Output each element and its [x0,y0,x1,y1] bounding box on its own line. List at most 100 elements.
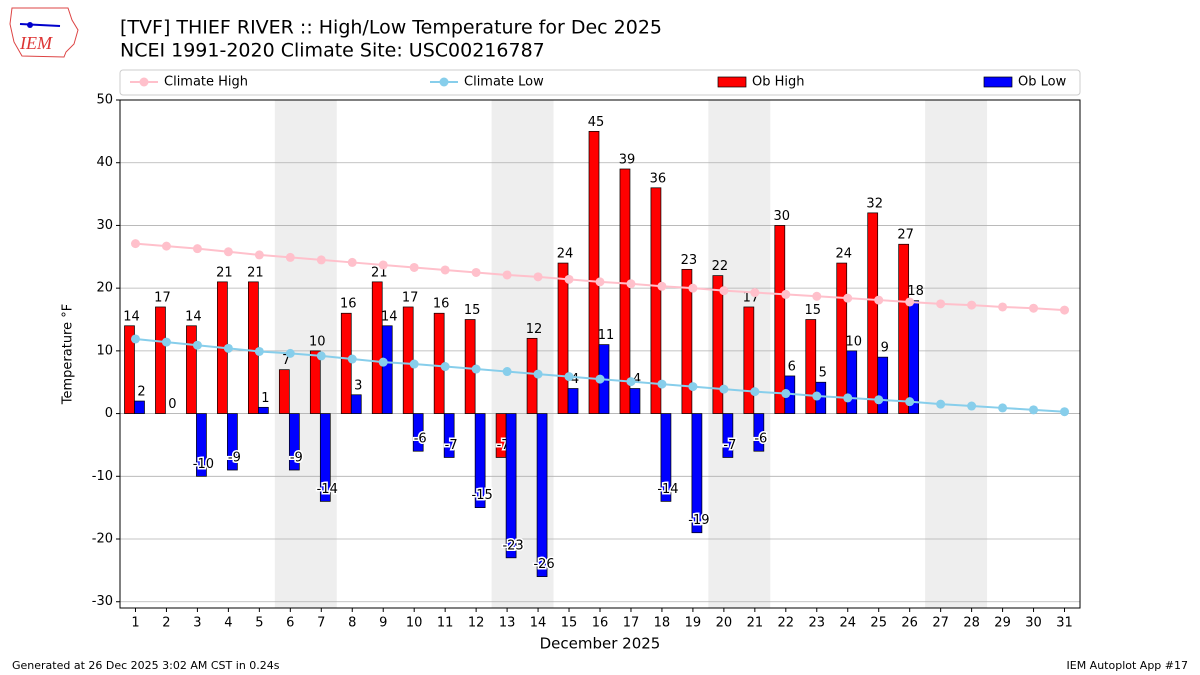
climate-point [347,257,357,267]
data-label: 4 [571,372,579,387]
bar [877,356,889,414]
data-label: 0 [168,397,176,412]
data-label: 6 [788,359,796,374]
climate-point [750,387,760,397]
bar [309,350,321,414]
data-label: 36 [650,171,667,186]
x-tick-label: 30 [1025,616,1042,631]
climate-point [223,247,233,257]
climate-point [936,299,946,309]
data-label: 10 [309,334,326,349]
data-label: 2 [137,385,145,400]
y-tick-label: 50 [96,93,113,108]
data-label: 45 [588,115,605,130]
chart-subtitle: NCEI 1991-2020 Climate Site: USC00216787 [120,40,545,62]
x-tick-label: 23 [809,616,826,631]
climate-point [471,364,481,374]
bar [227,413,238,471]
bar [722,413,734,458]
footer-left: Generated at 26 Dec 2025 3:02 AM CST in … [12,659,280,672]
bar [691,413,703,534]
bar [258,406,269,414]
legend-label: Climate High [164,75,248,90]
y-tick-label: -10 [92,469,113,484]
x-tick-label: 15 [561,616,578,631]
climate-point [409,359,419,369]
data-label: 1 [261,391,269,406]
x-tick-label: 1 [131,616,139,631]
legend-swatch [983,76,1013,88]
bar [381,325,393,414]
data-label: 32 [866,196,883,211]
data-label: -6 [754,432,767,447]
climate-point [595,277,605,287]
bar [288,413,300,471]
climate-point [254,346,264,356]
climate-point [192,244,202,254]
climate-point [471,267,481,277]
data-label: -10 [193,457,214,472]
bar [743,306,755,414]
legend-item: Ob High [717,75,805,90]
x-tick-label: 16 [592,616,609,631]
legend-box [119,69,1081,96]
bar [278,369,290,414]
climate-point [1060,305,1070,315]
data-label: -7 [445,438,458,453]
data-label: 18 [907,284,924,299]
bar [124,325,135,414]
bar [836,262,848,414]
climate-point [626,377,636,387]
bar [867,212,879,414]
plot-frame [119,99,1081,609]
climate-point [161,241,171,251]
climate-point [161,337,171,347]
climate-point [595,374,605,384]
climate-point [316,255,326,265]
data-label: -7 [723,438,736,453]
climate-point [285,252,295,262]
climate-point [316,351,326,361]
climate-point [440,362,450,372]
data-label: 12 [526,322,543,337]
bar [505,413,517,559]
bar [774,225,786,414]
climate-point [657,281,667,291]
climate-point [347,354,357,364]
x-tick-label: 14 [530,616,547,631]
legend-label: Ob High [752,75,805,90]
weekend-band [925,100,988,608]
x-tick-label: 29 [994,616,1011,631]
logo-text: IEM [19,33,53,53]
x-tick-label: 22 [778,616,795,631]
data-label: 39 [619,152,636,167]
x-tick-label: 11 [437,616,454,631]
climate-point [1029,405,1039,415]
data-label: -15 [472,488,493,503]
data-label: 17 [154,290,171,305]
x-tick-label: 28 [963,616,980,631]
bar [196,413,207,477]
y-tick-label: 10 [96,343,113,358]
y-tick-label: -20 [92,532,113,547]
x-tick-label: 25 [870,616,887,631]
legend-swatch [717,76,747,88]
logo: IEM [9,7,79,58]
legend-item: Climate Low [430,75,544,90]
climate-point [905,397,915,407]
data-label: -9 [290,451,303,466]
x-tick-label: 3 [193,616,201,631]
data-label: 15 [464,303,481,318]
legend-label: Climate Low [464,75,544,90]
y-tick-label: 0 [105,406,113,421]
x-tick-label: 20 [716,616,733,631]
climate-point [781,389,791,399]
climate-point [905,297,915,307]
bar [155,306,166,414]
climate-point [285,348,295,358]
climate-point [874,395,884,405]
data-label: 17 [402,290,419,305]
bar [681,268,693,414]
bar [319,413,331,502]
bar [340,312,352,414]
